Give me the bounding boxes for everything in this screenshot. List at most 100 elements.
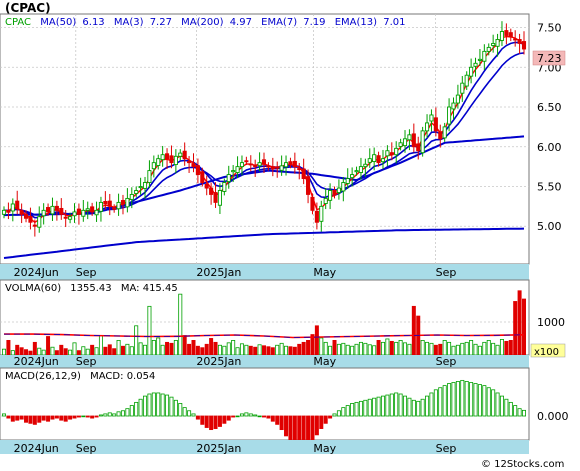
candle-body <box>455 94 460 104</box>
macd-bar <box>107 412 112 417</box>
candle-body <box>129 193 134 200</box>
macd-bar <box>147 393 152 417</box>
legend-ma50-value: 6.13 <box>82 17 104 28</box>
macd-bar <box>275 415 280 425</box>
price-y-tick: 5.50 <box>537 180 562 193</box>
volume-bar <box>248 345 253 356</box>
x-axis-label: 2025Jan <box>196 442 241 455</box>
legend-ma3-value: 7.27 <box>150 17 172 28</box>
candle-body <box>209 187 214 195</box>
volume-bar <box>442 339 447 356</box>
volume-bar <box>491 342 496 356</box>
last-price-label: 7.23 <box>537 52 562 65</box>
candle-body <box>191 163 196 168</box>
volume-bar <box>120 345 125 356</box>
macd-bar <box>143 395 148 417</box>
macd-bar <box>477 384 482 417</box>
candle-body <box>112 207 117 210</box>
volume-bar <box>182 335 187 356</box>
candle-body <box>54 205 59 211</box>
macd-bar <box>54 415 59 419</box>
volume-bar <box>522 298 527 356</box>
macd-bar <box>72 415 77 419</box>
candle-body <box>477 58 482 61</box>
candle-body <box>310 196 315 211</box>
macd-bar <box>37 415 42 423</box>
volume-unit-badge <box>530 343 566 358</box>
candle-body <box>103 200 108 205</box>
volume-panel: VOLMA(60) 1355.43 MA: 415.45 1000 x100 <box>0 279 566 358</box>
volume-bar <box>407 343 412 356</box>
macd-bar <box>90 415 95 419</box>
volume-bar <box>411 305 416 356</box>
macd-bar <box>239 413 244 417</box>
candle-body <box>134 190 139 194</box>
macd-bar <box>209 415 214 431</box>
volume-bar <box>284 345 289 356</box>
x-axis-label: Sep <box>76 442 97 455</box>
volume-bar <box>394 341 399 356</box>
x-axis-label: Sep <box>436 266 457 279</box>
candle-body <box>358 166 363 173</box>
macd-bar <box>169 396 174 417</box>
candle-body <box>350 174 355 179</box>
candle-body <box>363 163 368 168</box>
macd-bar <box>125 408 130 417</box>
volume-bar <box>455 344 460 356</box>
macd-bar <box>76 415 81 418</box>
candle-body <box>90 206 95 213</box>
candle-body <box>116 201 121 210</box>
candle-body <box>253 164 258 168</box>
volume-bar <box>292 346 297 356</box>
candle-body <box>332 190 337 195</box>
macd-bar <box>332 413 337 417</box>
macd-bar <box>173 399 178 417</box>
macd-bar <box>187 410 192 417</box>
candle-body <box>28 215 33 223</box>
candle-body <box>195 165 200 176</box>
volume-bar <box>2 348 7 356</box>
candle-body <box>200 171 205 183</box>
macd-bar <box>442 385 447 417</box>
candle-body <box>15 200 20 210</box>
candle-body <box>292 160 297 168</box>
macd-bar <box>328 415 333 419</box>
candle-body <box>336 187 341 193</box>
macd-bar <box>182 407 187 417</box>
volume-bar <box>169 342 174 356</box>
macd-bar <box>46 415 51 422</box>
legend-ema7-value: 7.19 <box>303 17 325 28</box>
macd-bar <box>248 413 253 417</box>
volume-bar <box>173 339 178 356</box>
volume-bar <box>477 345 482 356</box>
volume-bar <box>178 293 183 356</box>
candle-body <box>204 183 209 189</box>
macd-bar <box>85 415 90 418</box>
volume-bar <box>90 344 95 356</box>
macd-bar <box>319 415 324 429</box>
candle-body <box>341 182 346 192</box>
price-y-tick: 7.50 <box>537 22 562 35</box>
volume-bar <box>72 342 77 356</box>
volume-legend: VOLMA(60) 1355.43 MA: 415.45 <box>5 283 178 294</box>
volume-bar <box>261 345 266 356</box>
candle-body <box>257 162 262 167</box>
price-x-axis: 2024Jun Sep 2025Jan May Sep <box>14 266 457 279</box>
macd-bar <box>244 412 249 417</box>
volume-bar <box>328 345 333 356</box>
candle-body <box>372 154 377 162</box>
candle-body <box>226 174 231 183</box>
macd-bar <box>363 399 368 417</box>
candle-body <box>213 192 218 203</box>
x-axis-label: Sep <box>436 355 457 368</box>
volume-bar <box>253 346 258 356</box>
macd-bar <box>200 415 205 425</box>
macd-bar <box>222 415 227 424</box>
volume-bar <box>469 339 474 356</box>
candle-body <box>328 190 333 201</box>
candle-body <box>76 208 81 215</box>
candle-body <box>165 153 170 160</box>
legend-ema13-value: 7.01 <box>383 17 405 28</box>
candle-body <box>275 166 280 169</box>
candle-body <box>499 31 505 41</box>
